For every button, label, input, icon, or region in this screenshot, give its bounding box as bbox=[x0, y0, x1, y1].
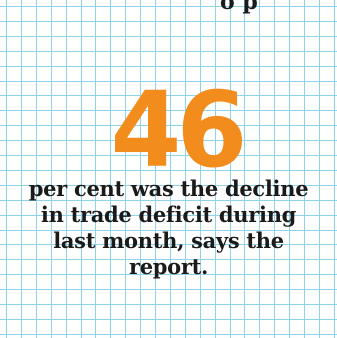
cropped-top-text: o p bbox=[220, 0, 258, 15]
caption-line: last month, says the bbox=[53, 228, 284, 253]
caption-line: per cent was the decline bbox=[28, 176, 309, 201]
caption-line: in trade deficit during bbox=[40, 202, 297, 227]
caption-line: report. bbox=[128, 254, 209, 279]
stat-caption: per cent was the decline in trade defici… bbox=[0, 176, 337, 280]
stat-number: 46 bbox=[110, 69, 247, 191]
